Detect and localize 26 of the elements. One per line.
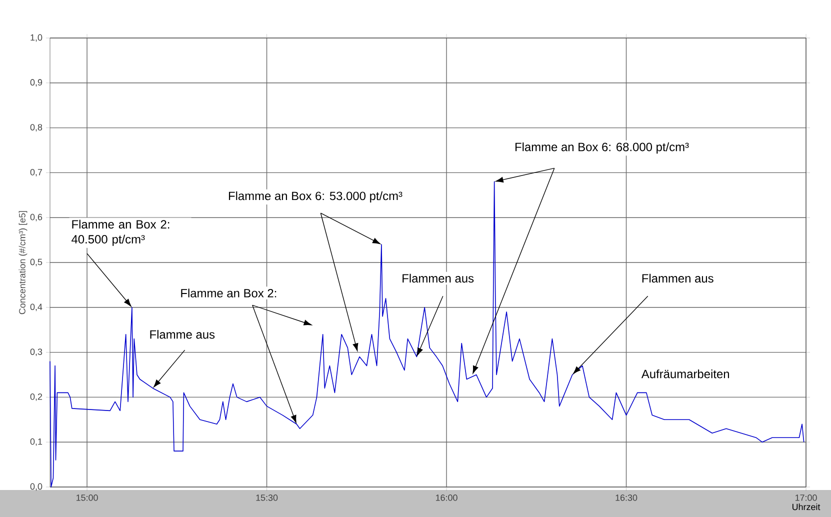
y-tick-label: 0,1 — [30, 438, 42, 446]
annotation: Flamme an Box 2: — [181, 288, 276, 298]
annotation: Flamme an Box 6: 68.000 pt/cm³ — [515, 142, 689, 154]
x-tick-label: 17:00 — [795, 494, 817, 501]
y-tick-label: 0,5 — [30, 258, 42, 266]
y-tick-label: 0,4 — [30, 304, 42, 312]
y-tick-label: 0,0 — [30, 483, 42, 491]
y-tick-label: 1,0 — [30, 34, 42, 42]
y-tick-label: 0,6 — [30, 214, 42, 222]
annotation: Flammen aus — [642, 274, 714, 283]
y-tick-label: 0,8 — [30, 124, 42, 132]
annotation: Aufräumarbeiten — [641, 369, 730, 378]
annotation: Flamme an Box 2: 40.500 pt/cm³ — [72, 220, 170, 246]
annotation: Flamme an Box 6: 53.000 pt/cm³ — [228, 191, 402, 203]
x-tick-label: 15:30 — [256, 494, 278, 501]
y-tick-label: 0,3 — [30, 348, 42, 356]
x-tick-label: 16:00 — [436, 494, 458, 501]
y-tick-label: 0,9 — [30, 79, 42, 87]
y-tick-label: 0,7 — [30, 168, 42, 176]
x-tick-label: 15:00 — [76, 494, 98, 501]
x-axis-title: Uhrzeit — [792, 504, 820, 510]
y-axis-title: Concentration (#/cm³) [e5] — [18, 211, 28, 314]
annotation: Flamme aus — [150, 330, 215, 339]
x-tick-label: 16:30 — [616, 494, 638, 501]
annotation: Flammen aus — [402, 274, 474, 283]
y-tick-label: 0,2 — [30, 393, 42, 401]
